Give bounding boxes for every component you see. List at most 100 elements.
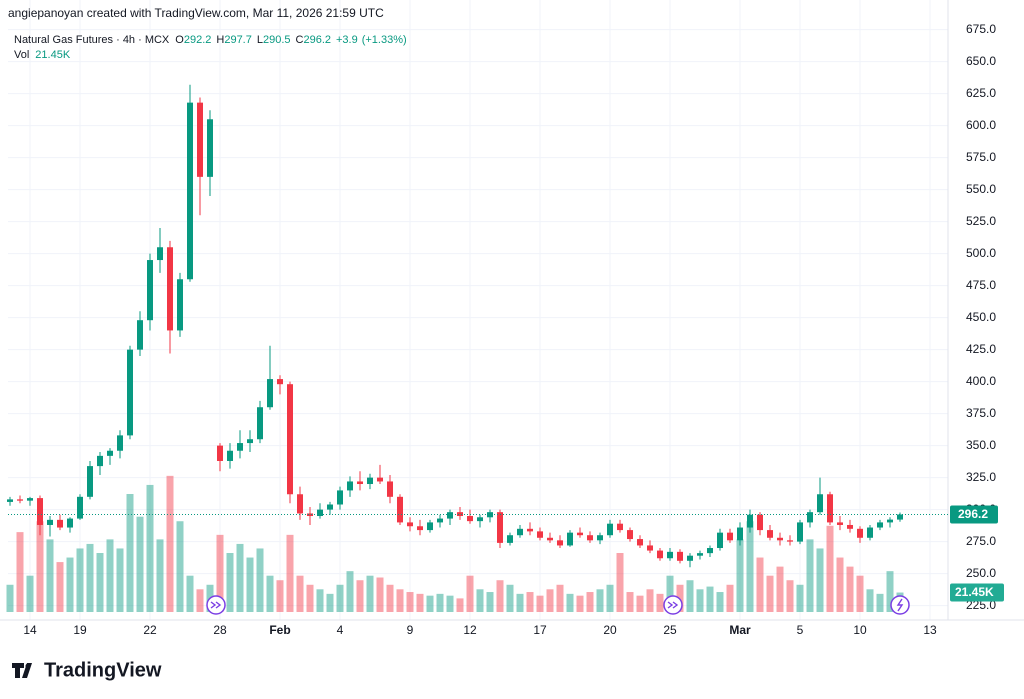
- volume-bar: [646, 589, 654, 612]
- volume-bar: [756, 557, 764, 612]
- candle-body: [57, 519, 63, 528]
- event-icons: [206, 595, 910, 615]
- volume-bar: [716, 592, 724, 612]
- legend-ohlc-label: H: [216, 34, 224, 46]
- candle-body: [837, 522, 843, 525]
- y-tick-label: 350.0: [966, 438, 996, 452]
- candle-body: [67, 518, 73, 528]
- volume-bar: [216, 534, 224, 612]
- candle-body: [247, 439, 253, 444]
- volume-bar: [506, 584, 514, 612]
- candle-body: [507, 535, 513, 543]
- volume-bar: [236, 543, 244, 612]
- y-tick-label: 425.0: [966, 342, 996, 356]
- x-tick-label: 17: [533, 623, 547, 637]
- candle-body: [757, 514, 763, 531]
- candle-body: [157, 247, 163, 261]
- candle-body: [657, 550, 663, 559]
- volume-bar: [346, 571, 354, 612]
- volume-bar: [106, 539, 114, 612]
- legend-ohlc-label: L: [257, 34, 263, 46]
- candle-body: [187, 102, 193, 280]
- candle-body: [707, 548, 713, 554]
- candle-body: [347, 481, 353, 491]
- volume-bar: [56, 562, 64, 612]
- y-tick-label: 575.0: [966, 150, 996, 164]
- volume-bar: [666, 575, 674, 612]
- legend-ohlc-label: C: [296, 34, 304, 46]
- x-tick-label: 5: [797, 623, 804, 637]
- x-tick-label: 10: [853, 623, 867, 637]
- volume-bar: [456, 598, 464, 612]
- candle-body: [467, 516, 473, 522]
- volume-bar: [496, 580, 504, 612]
- candle-body: [7, 499, 13, 502]
- candle-body: [277, 379, 283, 385]
- y-tick-label: 675.0: [966, 22, 996, 36]
- candle-body: [427, 522, 433, 531]
- y-tick-label: 250.0: [966, 566, 996, 580]
- candle-body: [737, 527, 743, 541]
- candle-body: [797, 522, 803, 542]
- legend-ohlc-label: O: [175, 34, 184, 46]
- volume-bar: [786, 580, 794, 612]
- candles: [7, 84, 903, 568]
- candle-body: [867, 527, 873, 538]
- legend-ohlc-value: 292.2: [184, 34, 212, 46]
- volume-bar: [416, 593, 424, 612]
- volume-bar: [746, 521, 754, 612]
- candle-body: [567, 532, 573, 546]
- candle-body: [367, 477, 373, 485]
- volume-bar: [576, 595, 584, 612]
- candle-body: [87, 466, 93, 497]
- candle-body: [547, 537, 553, 541]
- legend-volume: Vol 21.45K: [14, 49, 71, 61]
- event-glyph: [896, 598, 904, 612]
- candle-body: [637, 539, 643, 546]
- volume-bar: [376, 577, 384, 612]
- legend-line: Natural Gas Futures · 4h · MCX O292.2 H297…: [14, 34, 407, 46]
- candle-body: [717, 532, 723, 549]
- volume-bar: [626, 592, 634, 612]
- volume-bar: [76, 548, 84, 612]
- candle-body: [307, 513, 313, 517]
- candle-body: [207, 119, 213, 177]
- candle-body: [287, 384, 293, 495]
- volume-bar: [516, 593, 524, 612]
- candle-body: [327, 504, 333, 510]
- candle-body: [877, 522, 883, 528]
- x-tick-label: 4: [337, 623, 344, 637]
- x-tick-label: 9: [407, 623, 414, 637]
- volume-bar: [86, 543, 94, 612]
- volume-bar: [656, 593, 664, 612]
- candle-body: [617, 523, 623, 531]
- candle-body: [257, 407, 263, 440]
- brand-logo: TradingView: [12, 659, 162, 681]
- volume-bar: [486, 592, 494, 612]
- volume-bar: [66, 557, 74, 612]
- volume-bar: [276, 580, 284, 612]
- legend-volume-name: Vol: [14, 49, 29, 61]
- y-tick-label: 475.0: [966, 278, 996, 292]
- legend-volume-value: 21.45K: [35, 49, 71, 61]
- candle-body: [497, 512, 503, 543]
- volume-bar: [446, 595, 454, 612]
- candle-body: [437, 518, 443, 523]
- volume-bar: [476, 589, 484, 612]
- candle-body: [587, 535, 593, 541]
- candle-body: [747, 514, 753, 528]
- volume-bar: [836, 557, 844, 612]
- candle-body: [597, 535, 603, 541]
- brand-name: TradingView: [44, 659, 162, 681]
- candle-body: [297, 494, 303, 514]
- volume-bar: [336, 584, 344, 612]
- volume-bar: [266, 575, 274, 612]
- legend-ohlc-value: 296.2: [303, 34, 331, 46]
- volume-bar: [526, 592, 534, 612]
- candle-body: [197, 102, 203, 177]
- x-tick-label: 19: [73, 623, 87, 637]
- y-tick-label: 275.0: [966, 534, 996, 548]
- volume-bar: [566, 593, 574, 612]
- volume-bar: [766, 575, 774, 612]
